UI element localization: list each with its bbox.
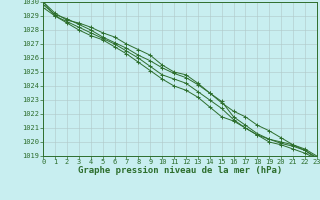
X-axis label: Graphe pression niveau de la mer (hPa): Graphe pression niveau de la mer (hPa) [78, 166, 282, 175]
